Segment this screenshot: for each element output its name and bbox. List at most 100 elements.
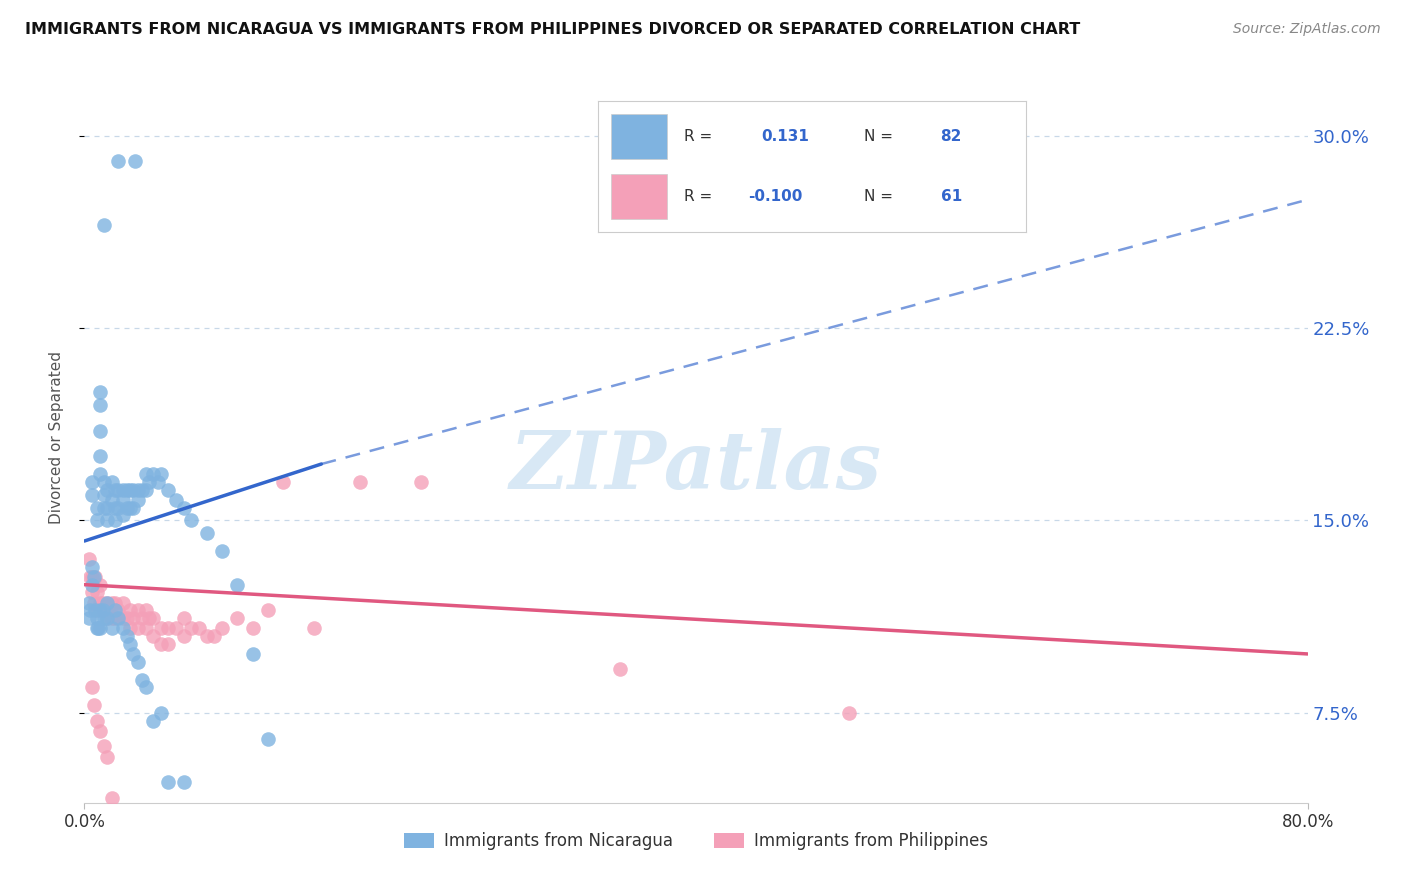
Point [409, 475, 432, 489]
Legend: Immigrants from Nicaragua, Immigrants from Philippines: Immigrants from Nicaragua, Immigrants fr… [396, 825, 995, 856]
Point [86, 621, 108, 635]
Point [302, 621, 325, 635]
Point [165, 621, 187, 635]
Point [180, 621, 202, 635]
Point [115, 483, 138, 497]
Point [135, 483, 157, 497]
Point [271, 475, 294, 489]
Point [115, 629, 138, 643]
Point [142, 629, 165, 643]
Point [195, 629, 218, 643]
Point [80, 681, 103, 695]
Point [349, 475, 371, 489]
Point [96, 500, 118, 515]
Point [135, 681, 157, 695]
Point [120, 621, 142, 635]
Point [131, 611, 153, 625]
Point [202, 629, 225, 643]
Point [127, 621, 149, 635]
Point [96, 514, 118, 528]
Point [83, 596, 105, 610]
Point [80, 559, 103, 574]
Point [120, 483, 142, 497]
Point [135, 467, 157, 482]
Point [142, 611, 165, 625]
Point [101, 475, 124, 489]
Point [257, 603, 280, 617]
Point [149, 621, 172, 635]
Point [89, 385, 111, 400]
Point [96, 596, 118, 610]
Point [107, 483, 129, 497]
Point [242, 621, 264, 635]
Point [188, 621, 211, 635]
Point [101, 621, 124, 635]
Point [115, 611, 138, 625]
Point [89, 596, 111, 610]
Point [111, 611, 134, 625]
Point [89, 603, 111, 617]
Point [86, 714, 108, 728]
Point [80, 585, 103, 599]
Point [226, 611, 249, 625]
Point [111, 596, 134, 610]
Point [101, 596, 124, 610]
Point [122, 500, 145, 515]
Point [157, 483, 180, 497]
Point [93, 611, 115, 625]
Point [93, 739, 115, 754]
Point [127, 483, 149, 497]
Point [131, 673, 153, 687]
Point [107, 154, 129, 169]
Point [96, 749, 118, 764]
Point [104, 611, 127, 625]
Point [124, 154, 146, 169]
Point [104, 603, 127, 617]
Point [77, 552, 100, 566]
Point [86, 514, 108, 528]
Point [101, 492, 124, 507]
Point [89, 621, 111, 635]
Point [79, 570, 101, 584]
Point [93, 488, 115, 502]
Point [86, 603, 108, 617]
Point [165, 492, 187, 507]
Point [146, 475, 169, 489]
Point [104, 514, 127, 528]
Point [135, 603, 157, 617]
Point [142, 467, 165, 482]
Point [77, 611, 100, 625]
Point [127, 655, 149, 669]
Point [157, 621, 180, 635]
Point [138, 475, 160, 489]
Text: IMMIGRANTS FROM NICARAGUA VS IMMIGRANTS FROM PHILIPPINES DIVORCED OR SEPARATED C: IMMIGRANTS FROM NICARAGUA VS IMMIGRANTS … [25, 22, 1081, 37]
Point [91, 603, 114, 617]
Point [96, 611, 118, 625]
Point [195, 526, 218, 541]
Point [83, 698, 105, 713]
Point [107, 611, 129, 625]
Point [180, 514, 202, 528]
Point [157, 775, 180, 789]
Point [84, 603, 107, 617]
Point [104, 596, 127, 610]
Point [120, 603, 142, 617]
Point [77, 596, 100, 610]
Point [86, 611, 108, 625]
Point [104, 483, 127, 497]
Point [80, 577, 103, 591]
Point [86, 500, 108, 515]
Point [93, 603, 115, 617]
Point [89, 723, 111, 738]
Point [104, 500, 127, 515]
Text: Source: ZipAtlas.com: Source: ZipAtlas.com [1233, 22, 1381, 37]
Point [86, 585, 108, 599]
Point [101, 611, 124, 625]
Point [120, 637, 142, 651]
Point [111, 492, 134, 507]
Point [149, 637, 172, 651]
Point [111, 483, 134, 497]
Point [122, 611, 145, 625]
Point [111, 621, 134, 635]
Point [127, 492, 149, 507]
